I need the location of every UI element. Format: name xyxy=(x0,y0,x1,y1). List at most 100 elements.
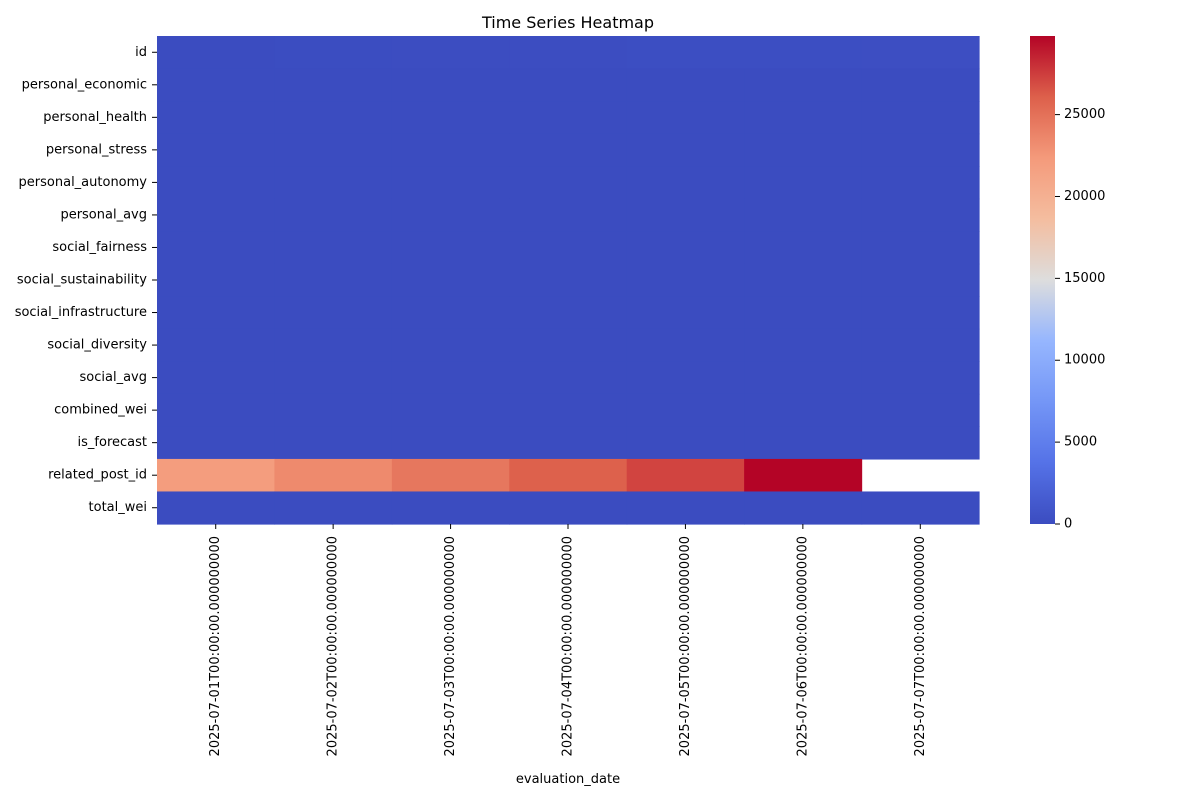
heatmap-cell xyxy=(626,393,745,427)
heatmap-cell xyxy=(157,133,276,167)
y-tick-label: personal_autonomy xyxy=(19,175,148,190)
heatmap-cell xyxy=(157,231,276,265)
y-tick-label: is_forecast xyxy=(78,435,147,450)
colorbar-tick-label: 0 xyxy=(1064,517,1072,532)
heatmap-cell xyxy=(744,133,863,167)
heatmap-cell xyxy=(274,231,393,265)
heatmap-cell xyxy=(626,328,745,362)
heatmap-cell xyxy=(391,263,510,297)
heatmap-cell xyxy=(274,458,393,493)
heatmap-cell xyxy=(391,198,510,232)
heatmap-cell xyxy=(861,263,980,297)
chart-title: Time Series Heatmap xyxy=(481,13,654,32)
y-tick-label: personal_avg xyxy=(60,207,147,222)
heatmap-cell xyxy=(391,361,510,395)
heatmap-cell xyxy=(391,166,510,200)
y-tick-label: social_infrastructure xyxy=(15,305,147,320)
heatmap-cell xyxy=(509,231,628,265)
heatmap-cell xyxy=(157,68,276,102)
heatmap-cell xyxy=(626,426,745,460)
y-tick-label: total_wei xyxy=(89,500,147,515)
heatmap-cell xyxy=(509,426,628,460)
y-tick-label: social_sustainability xyxy=(17,273,147,288)
heatmap-cell xyxy=(157,101,276,135)
heatmap-cell xyxy=(509,361,628,395)
heatmap-cell xyxy=(861,393,980,427)
heatmap-cell xyxy=(274,166,393,200)
heatmap-cell xyxy=(744,328,863,362)
colorbar-tick-label: 25000 xyxy=(1064,107,1105,122)
heatmap-cell xyxy=(274,133,393,167)
heatmap-cell xyxy=(391,231,510,265)
heatmap-cell xyxy=(157,296,276,330)
heatmap-cell xyxy=(626,198,745,232)
heatmap-cell xyxy=(626,458,745,493)
heatmap-cell xyxy=(274,36,393,70)
heatmap-cell xyxy=(274,393,393,427)
heatmap-cell xyxy=(509,491,628,525)
heatmap-cell xyxy=(509,101,628,135)
heatmap-cell xyxy=(274,68,393,102)
heatmap-cell xyxy=(391,328,510,362)
heatmap-cell xyxy=(391,458,510,493)
heatmap-cell xyxy=(391,68,510,102)
y-tick-label: related_post_id xyxy=(48,468,147,483)
heatmap-cell xyxy=(274,263,393,297)
y-tick-label: social_diversity xyxy=(47,338,147,353)
x-tick-label: 2025-07-05T00:00:00.000000000 xyxy=(678,536,693,756)
heatmap-cell xyxy=(157,458,276,493)
heatmap-cell xyxy=(509,68,628,102)
x-tick-label: 2025-07-04T00:00:00.000000000 xyxy=(561,536,576,756)
heatmap-cell xyxy=(861,328,980,362)
heatmap-cell xyxy=(157,426,276,460)
colorbar-tick-label: 10000 xyxy=(1064,353,1105,368)
colorbar-tick-label: 20000 xyxy=(1064,189,1105,204)
x-tick-label: 2025-07-01T00:00:00.000000000 xyxy=(208,536,223,756)
heatmap-cell xyxy=(861,133,980,167)
heatmap-cell xyxy=(391,491,510,525)
heatmap-cell xyxy=(861,296,980,330)
heatmap-cell xyxy=(391,133,510,167)
heatmap-cell xyxy=(391,101,510,135)
colorbar xyxy=(1030,36,1055,524)
heatmap-cell xyxy=(626,263,745,297)
heatmap-cell xyxy=(626,296,745,330)
heatmap-cell xyxy=(626,491,745,525)
heatmap-cell xyxy=(391,393,510,427)
heatmap-cell xyxy=(509,36,628,70)
y-tick-labels: id personal_economic personal_healthperson… xyxy=(15,45,148,515)
heatmap-cell xyxy=(274,361,393,395)
y-tick-marks xyxy=(152,51,157,509)
heatmap-cell xyxy=(509,166,628,200)
heatmap-cell xyxy=(274,426,393,460)
heatmap-cell xyxy=(157,491,276,525)
y-tick-label: social_avg xyxy=(80,370,147,385)
heatmap-cell xyxy=(626,36,745,70)
heatmap-cell xyxy=(744,231,863,265)
heatmap-cell xyxy=(626,101,745,135)
heatmap-cell xyxy=(744,393,863,427)
heatmap-cell xyxy=(861,101,980,135)
heatmap-cell xyxy=(157,36,276,70)
heatmap-cell xyxy=(391,36,510,70)
heatmap-cell xyxy=(861,491,980,525)
heatmap-cell xyxy=(157,328,276,362)
heatmap-cell xyxy=(626,231,745,265)
heatmap-cell xyxy=(744,166,863,200)
heatmap-cell xyxy=(391,296,510,330)
heatmap-cell xyxy=(744,491,863,525)
y-tick-label: personal_health xyxy=(43,110,147,125)
y-tick-label: id xyxy=(135,45,147,60)
heatmap-cell xyxy=(509,198,628,232)
y-tick-label: social_fairness xyxy=(52,240,147,255)
heatmap-cell xyxy=(157,263,276,297)
heatmap-cell xyxy=(274,101,393,135)
heatmap-cell xyxy=(861,166,980,200)
heatmap-cell xyxy=(509,133,628,167)
x-tick-label: 2025-07-02T00:00:00.000000000 xyxy=(326,536,341,756)
heatmap-cell xyxy=(157,393,276,427)
x-tick-label: 2025-07-03T00:00:00.000000000 xyxy=(443,536,458,756)
heatmap-cell xyxy=(157,361,276,395)
heatmap-cell xyxy=(744,263,863,297)
